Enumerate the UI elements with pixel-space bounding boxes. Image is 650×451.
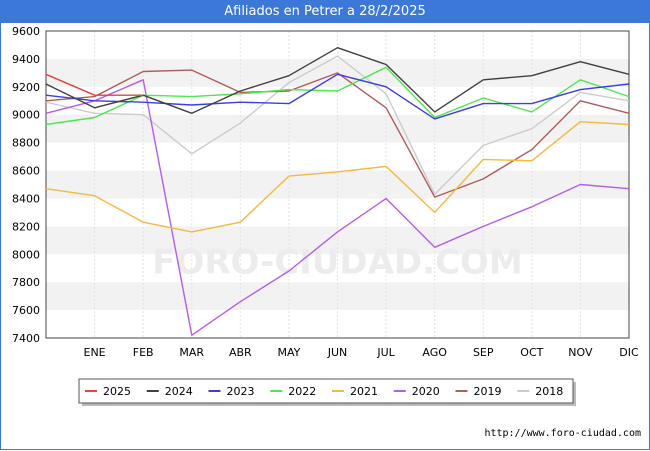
x-tick-label: MAR [179,346,204,359]
series-line-2018 [45,55,630,196]
legend-box [78,378,574,404]
legend-label-2021: 2021 [350,385,378,398]
y-tick-label: 9400 [12,53,40,66]
legend-label-2025: 2025 [103,385,131,398]
x-tick-label: NOV [568,346,593,359]
y-tick-label: 7400 [12,332,40,345]
x-tick-label: ABR [229,346,252,359]
x-tick-label: SEP [473,346,494,359]
series-line-2021 [45,120,630,233]
legend-label-2024: 2024 [165,385,193,398]
x-tick-label: FEB [133,346,154,359]
legend-label-2019: 2019 [474,385,502,398]
y-tick-label: 8000 [12,248,40,261]
x-tick-label: JUL [376,346,395,359]
watermark: FORO-CIUDAD.COM [152,243,523,283]
x-tick-label: MAY [277,346,300,359]
series-line-2019 [45,69,630,198]
x-tick-label: JUN [327,346,348,359]
legend-label-2018: 2018 [535,385,563,398]
y-tick-label: 8600 [12,165,40,178]
y-tick-label: 7600 [12,304,40,317]
series-line-2025 [45,73,144,96]
legend-label-2020: 2020 [412,385,440,398]
x-tick-label: AGO [422,346,447,359]
source-url[interactable]: http://www.foro-ciudad.com [484,428,641,439]
plot-frame [45,30,630,339]
y-tick-label: 9200 [12,81,40,94]
y-tick-label: 8800 [12,137,40,150]
chart-title: Afiliados en Petrer a 28/2/2025 [1,1,649,23]
legend-label-2023: 2023 [227,385,255,398]
x-tick-label: OCT [520,346,543,359]
series-line-2020 [45,79,630,336]
y-tick-label: 9600 [12,25,40,38]
y-tick-label: 8200 [12,220,40,233]
y-tick-label: 7800 [12,276,40,289]
y-tick-label: 9000 [12,109,40,122]
x-tick-label: DIC [619,346,639,359]
x-tick-label: ENE [84,346,106,359]
series-line-2023 [45,73,630,120]
y-tick-label: 8400 [12,192,40,205]
legend-label-2022: 2022 [288,385,316,398]
